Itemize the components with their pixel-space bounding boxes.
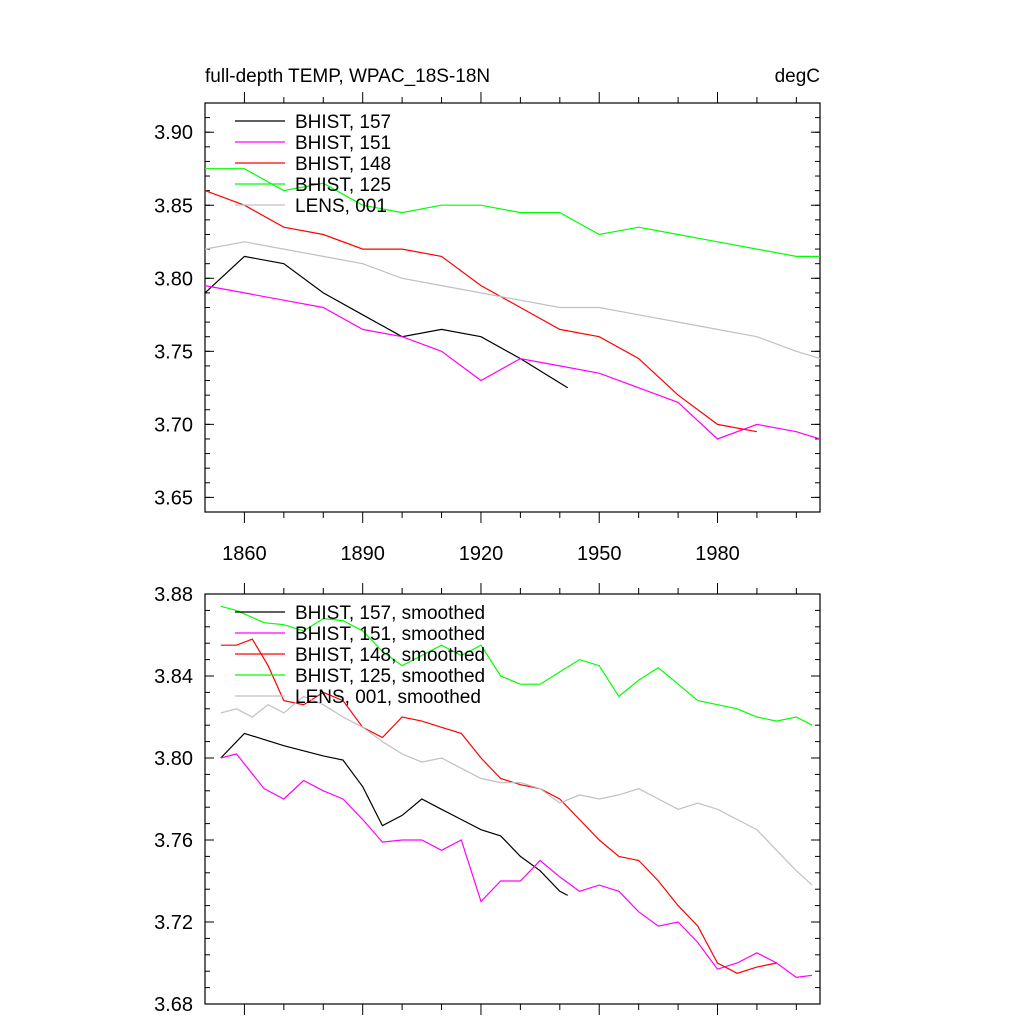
y-tick-label: 3.68 bbox=[154, 994, 193, 1016]
legend-entry: BHIST, 125 bbox=[295, 175, 391, 196]
series-line-2 bbox=[220, 638, 777, 974]
legend-entry: BHIST, 151, smoothed bbox=[295, 624, 485, 645]
y-tick-label: 3.76 bbox=[154, 830, 193, 852]
x-tick-label: 1980 bbox=[695, 543, 740, 565]
x-tick-label: 1950 bbox=[577, 543, 622, 565]
series-line-1 bbox=[204, 285, 821, 440]
x-tick-label: 1860 bbox=[222, 543, 267, 565]
y-tick-label: 3.80 bbox=[154, 748, 193, 770]
bottom-plot-frame bbox=[204, 593, 821, 1005]
top-panel: full-depth TEMP, WPAC_18S-18N degC 3.65 3… bbox=[154, 66, 821, 565]
legend-entry: BHIST, 157 bbox=[295, 112, 391, 133]
series-line-4 bbox=[204, 241, 821, 360]
bottom-panel: 3.68 3.72 3.76 3.80 3.84 3.88 BHIST, 157, smo… bbox=[154, 583, 821, 1016]
series-line-2 bbox=[204, 190, 758, 433]
chart-title: full-depth TEMP, WPAC_18S-18N bbox=[205, 66, 490, 87]
y-tick-label: 3.84 bbox=[154, 666, 193, 688]
y-tick-label: 3.80 bbox=[154, 268, 193, 290]
legend-entry: LENS, 001 bbox=[295, 196, 387, 217]
series-line-3 bbox=[220, 605, 813, 726]
y-tick-label: 3.75 bbox=[154, 341, 193, 363]
series-line-0 bbox=[204, 255, 569, 389]
series-line-4 bbox=[220, 695, 813, 886]
x-tick-label: 1890 bbox=[340, 543, 385, 565]
legend-entry: BHIST, 151 bbox=[295, 133, 391, 154]
y-tick-label: 3.72 bbox=[154, 912, 193, 934]
legend-entry: LENS, 001, smoothed bbox=[295, 687, 481, 708]
legend-entry: BHIST, 148, smoothed bbox=[295, 645, 485, 666]
y-tick-label: 3.65 bbox=[154, 487, 193, 509]
series-line-3 bbox=[205, 168, 820, 257]
y-tick-label: 3.88 bbox=[154, 584, 193, 606]
units-label: degC bbox=[775, 66, 820, 87]
y-tick-label: 3.85 bbox=[154, 195, 193, 217]
legend-entry: BHIST, 148 bbox=[295, 154, 391, 175]
legend-entry: BHIST, 157, smoothed bbox=[295, 603, 485, 624]
y-tick-label: 3.90 bbox=[154, 122, 193, 144]
legend-entry: BHIST, 125, smoothed bbox=[295, 666, 485, 687]
x-tick-label: 1920 bbox=[459, 543, 504, 565]
series-line-1 bbox=[220, 753, 813, 979]
y-tick-label: 3.70 bbox=[154, 414, 193, 436]
series-line-0 bbox=[220, 732, 568, 896]
